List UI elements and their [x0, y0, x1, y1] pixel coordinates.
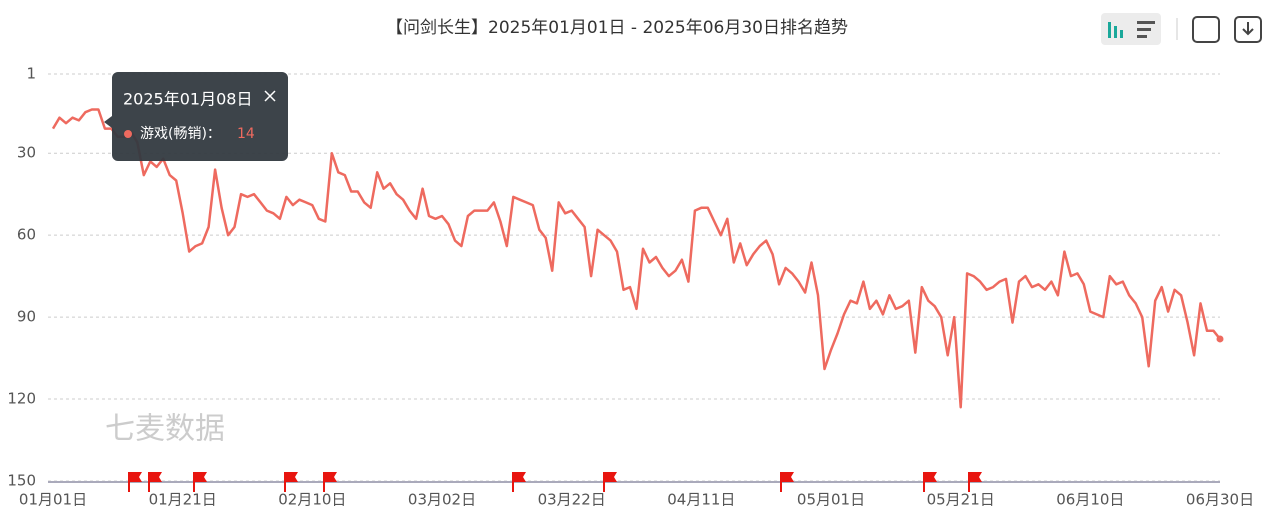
end-point — [1216, 335, 1224, 343]
tooltip-close — [264, 90, 276, 102]
x-tick-label: 06月10日 — [1056, 491, 1124, 509]
flag[interactable] — [284, 472, 298, 492]
icon-bar — [1108, 22, 1111, 38]
x-tick-label: 01月01日 — [19, 491, 87, 509]
flag[interactable] — [968, 472, 982, 492]
tooltip-dot — [124, 130, 132, 138]
toolbar — [1101, 13, 1262, 45]
icon-line — [1137, 35, 1147, 38]
y-tick-label: 120 — [7, 390, 36, 408]
x-tick-label: 05月21日 — [927, 491, 995, 509]
line — [51, 108, 1221, 409]
y-tick-label: 90 — [17, 308, 36, 326]
x-tick-label: 05月01日 — [797, 491, 865, 509]
flag[interactable] — [603, 472, 617, 492]
flag[interactable] — [193, 472, 207, 492]
x-tick-label: 03月02日 — [408, 491, 476, 509]
flag[interactable] — [148, 472, 162, 492]
tooltip-title: 2025年01月08日 — [123, 90, 252, 109]
flag[interactable] — [128, 472, 142, 492]
download-button[interactable] — [1234, 16, 1262, 43]
tooltip-label: 游戏(畅销)： — [140, 126, 221, 142]
flag[interactable] — [780, 472, 794, 492]
x-tick-label: 06月30日 — [1186, 491, 1254, 509]
icon-bar — [1114, 26, 1117, 38]
chart-title: 【问剑长生】2025年01月01日 - 2025年06月30日排名趋势 — [386, 18, 848, 38]
tooltip-box — [104, 72, 288, 161]
x-tick-label: 04月11日 — [667, 491, 735, 509]
x-tick-label: 03月22日 — [538, 491, 606, 509]
event-flags — [128, 472, 982, 492]
y-tick-label: 1 — [26, 65, 36, 83]
flag[interactable] — [323, 472, 337, 492]
download-icon — [1242, 22, 1254, 36]
image-button[interactable] — [1192, 16, 1220, 43]
tooltip-value: 14 — [237, 126, 255, 142]
flag[interactable] — [923, 472, 937, 492]
y-tick-label: 150 — [7, 472, 36, 490]
x-tick-label: 02月10日 — [278, 491, 346, 509]
x-tick-label: 01月21日 — [149, 491, 217, 509]
icon-line — [1137, 28, 1151, 31]
y-tick-label: 30 — [17, 144, 36, 162]
watermark: 七麦数据 — [105, 412, 225, 447]
y-tick-label: 60 — [17, 226, 36, 244]
icon-line — [1137, 21, 1155, 24]
icon-bar — [1120, 30, 1123, 38]
flag[interactable] — [512, 472, 526, 492]
